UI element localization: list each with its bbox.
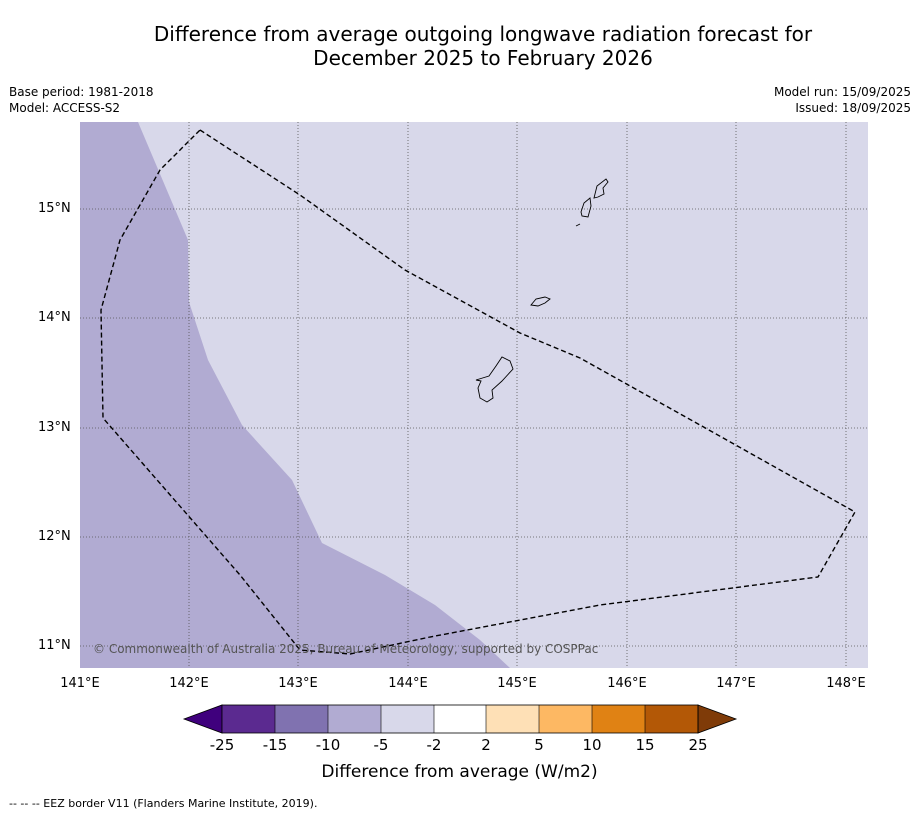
base-period: Base period: 1981-2018 [9, 85, 154, 99]
copyright-notice: © Commonwealth of Australia 2025, Bureau… [93, 642, 599, 656]
colorbar-segment-9 [645, 705, 698, 733]
colorbar-extend-low [182, 704, 223, 734]
lat-label-13n: 13°N [38, 420, 71, 435]
colorbar-tick-1: -15 [262, 736, 288, 754]
lon-label-148e: 148°E [826, 676, 866, 691]
map-title: Difference from average outgoing longwav… [40, 22, 919, 70]
colorbar-title: Difference from average (W/m2) [321, 762, 598, 782]
lon-label-142e: 142°E [169, 676, 209, 691]
colorbar-segment-7 [539, 705, 592, 733]
eez-footnote: -- -- -- EEZ border V11 (Flanders Marine… [9, 797, 318, 810]
guam-island [475, 356, 514, 403]
meta-left: Base period: 1981-2018 Model: ACCESS-S2 [9, 84, 154, 116]
lon-label-146e: 146°E [607, 676, 647, 691]
colorbar-tick-4: -2 [426, 736, 442, 754]
lon-label-141e: 141°E [60, 676, 100, 691]
lat-label-11n: 11°N [38, 638, 71, 653]
colorbar [182, 704, 738, 734]
lat-label-12n: 12°N [38, 529, 71, 544]
colorbar-tick-0: -25 [209, 736, 235, 754]
colorbar-tick-6: 5 [534, 736, 544, 754]
colorbar-tick-2: -10 [315, 736, 341, 754]
lat-label-14n: 14°N [38, 310, 71, 325]
lon-label-144e: 144°E [388, 676, 428, 691]
lat-label-15n: 15°N [38, 201, 71, 216]
aguijan-island [575, 223, 581, 227]
colorbar-segment-8 [592, 705, 645, 733]
title-line-2: December 2025 to February 2026 [313, 46, 653, 70]
issued-date: Issued: 18/09/2025 [795, 101, 911, 115]
islands [475, 178, 609, 403]
colorbar-tick-3: -5 [373, 736, 389, 754]
colorbar-extend-high [697, 704, 738, 734]
rota-island [530, 296, 551, 307]
colorbar-segment-3 [328, 705, 381, 733]
colorbar-segment-4 [381, 705, 434, 733]
colorbar-tick-9: 25 [688, 736, 708, 754]
tinian-island [580, 197, 592, 218]
model-run: Model run: 15/09/2025 [773, 85, 911, 99]
colorbar-segment-5 [434, 705, 486, 733]
region-minus10-to-minus5 [80, 122, 510, 668]
lon-label-145e: 145°E [497, 676, 537, 691]
colorbar-tick-8: 15 [635, 736, 655, 754]
model-name: Model: ACCESS-S2 [9, 101, 121, 115]
colorbar-segment-2 [275, 705, 328, 733]
colorbar-tick-5: 2 [481, 736, 491, 754]
lon-label-147e: 147°E [716, 676, 756, 691]
colorbar-segment-1 [222, 705, 275, 733]
colorbar-tick-7: 10 [582, 736, 602, 754]
eez-border [100, 129, 856, 655]
lon-label-143e: 143°E [278, 676, 318, 691]
meta-right: Model run: 15/09/2025 Issued: 18/09/2025 [774, 84, 911, 116]
colorbar-segment-6 [486, 705, 539, 733]
title-line-1: Difference from average outgoing longwav… [153, 22, 813, 46]
graticule [80, 122, 868, 668]
saipan-island [593, 178, 609, 199]
map-canvas [80, 122, 868, 668]
